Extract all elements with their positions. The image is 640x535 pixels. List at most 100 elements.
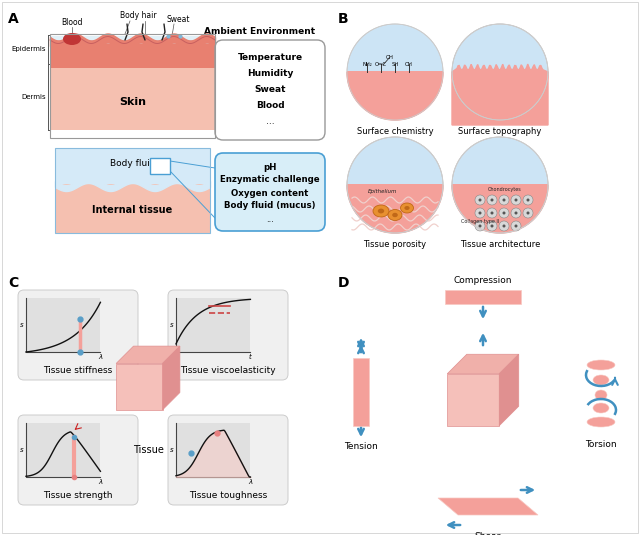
Circle shape	[452, 24, 548, 120]
Bar	[50, 34, 215, 138]
Text: Surface chemistry: Surface chemistry	[356, 127, 433, 136]
Circle shape	[523, 195, 533, 205]
Bar	[26, 298, 100, 352]
Ellipse shape	[373, 205, 389, 217]
Text: Body fluid: Body fluid	[109, 159, 156, 169]
Circle shape	[490, 225, 493, 227]
Polygon shape	[347, 72, 443, 120]
Bar	[353, 358, 369, 426]
FancyBboxPatch shape	[18, 290, 138, 380]
Polygon shape	[447, 354, 519, 374]
Circle shape	[499, 221, 509, 231]
Circle shape	[511, 221, 521, 231]
Polygon shape	[499, 354, 519, 426]
Text: Temperature: Temperature	[237, 54, 303, 63]
Circle shape	[527, 211, 529, 215]
Text: s: s	[170, 447, 174, 453]
Text: Enzymatic challenge: Enzymatic challenge	[220, 175, 320, 185]
Ellipse shape	[587, 417, 615, 427]
Circle shape	[487, 195, 497, 205]
Bar	[55, 184, 210, 233]
Text: Body fluid (mucus): Body fluid (mucus)	[224, 202, 316, 210]
Text: t: t	[249, 354, 252, 360]
Text: Ambient Environment: Ambient Environment	[204, 27, 316, 36]
Text: Chondrocytes: Chondrocytes	[488, 187, 522, 192]
Circle shape	[502, 211, 506, 215]
Text: Sweat: Sweat	[254, 86, 285, 95]
Text: Sweat: Sweat	[166, 15, 189, 24]
FancyBboxPatch shape	[18, 415, 138, 505]
Text: C: C	[8, 276, 19, 290]
Text: ...: ...	[266, 215, 274, 224]
Text: B: B	[338, 12, 349, 26]
Circle shape	[347, 137, 443, 233]
Circle shape	[479, 225, 481, 227]
Polygon shape	[452, 185, 548, 233]
Circle shape	[487, 208, 497, 218]
Text: Collagen type II: Collagen type II	[461, 219, 499, 224]
Text: OH: OH	[405, 62, 413, 67]
Text: NH₂: NH₂	[362, 62, 372, 67]
Text: λ: λ	[99, 354, 102, 360]
Text: Dermis: Dermis	[21, 94, 46, 100]
FancyBboxPatch shape	[215, 40, 325, 140]
Ellipse shape	[392, 213, 398, 217]
Text: O=C: O=C	[375, 62, 387, 67]
Text: Internal tissue: Internal tissue	[92, 205, 173, 215]
Circle shape	[515, 198, 518, 202]
Text: s: s	[170, 322, 174, 328]
Polygon shape	[438, 498, 538, 515]
Text: Tissue porosity: Tissue porosity	[364, 240, 427, 249]
Text: Tissue: Tissue	[132, 445, 163, 455]
Circle shape	[502, 198, 506, 202]
Ellipse shape	[404, 206, 410, 210]
Text: Tissue architecture: Tissue architecture	[460, 240, 540, 249]
Text: s: s	[20, 322, 24, 328]
Circle shape	[499, 195, 509, 205]
Ellipse shape	[378, 209, 384, 213]
Circle shape	[479, 211, 481, 215]
Bar	[26, 423, 100, 477]
Polygon shape	[116, 363, 163, 410]
Bar	[55, 148, 210, 233]
Text: Humidity: Humidity	[247, 70, 293, 79]
Text: Tissue stiffness: Tissue stiffness	[44, 366, 113, 375]
FancyBboxPatch shape	[215, 153, 325, 231]
Circle shape	[475, 195, 485, 205]
Text: pH: pH	[263, 163, 276, 172]
Text: Tissue toughness: Tissue toughness	[189, 491, 267, 500]
Text: Skin: Skin	[119, 97, 146, 107]
Polygon shape	[447, 374, 499, 426]
Ellipse shape	[388, 210, 402, 220]
Text: Compression: Compression	[454, 276, 512, 285]
Text: ...: ...	[266, 118, 275, 126]
Circle shape	[502, 225, 506, 227]
Bar	[50, 57, 215, 130]
Bar	[176, 423, 250, 477]
Polygon shape	[452, 72, 548, 120]
Circle shape	[499, 208, 509, 218]
Text: s: s	[20, 447, 24, 453]
Text: OH: OH	[386, 55, 394, 60]
Ellipse shape	[593, 403, 609, 413]
Polygon shape	[116, 346, 180, 363]
Text: λ: λ	[248, 479, 252, 485]
Bar	[445, 290, 521, 304]
Circle shape	[490, 211, 493, 215]
Ellipse shape	[595, 390, 607, 400]
Polygon shape	[163, 346, 180, 410]
Text: Body hair: Body hair	[120, 11, 156, 20]
Text: Epithelium: Epithelium	[368, 189, 397, 194]
Text: λ: λ	[99, 479, 102, 485]
Ellipse shape	[63, 33, 81, 45]
Text: Tissue strength: Tissue strength	[44, 491, 113, 500]
Text: A: A	[8, 12, 19, 26]
Circle shape	[475, 208, 485, 218]
Text: Torsion: Torsion	[585, 440, 617, 449]
Ellipse shape	[401, 203, 413, 213]
Ellipse shape	[593, 375, 609, 385]
Bar	[50, 36, 215, 44]
Text: Oxygen content: Oxygen content	[231, 188, 308, 197]
Circle shape	[347, 24, 443, 120]
FancyBboxPatch shape	[168, 415, 288, 505]
